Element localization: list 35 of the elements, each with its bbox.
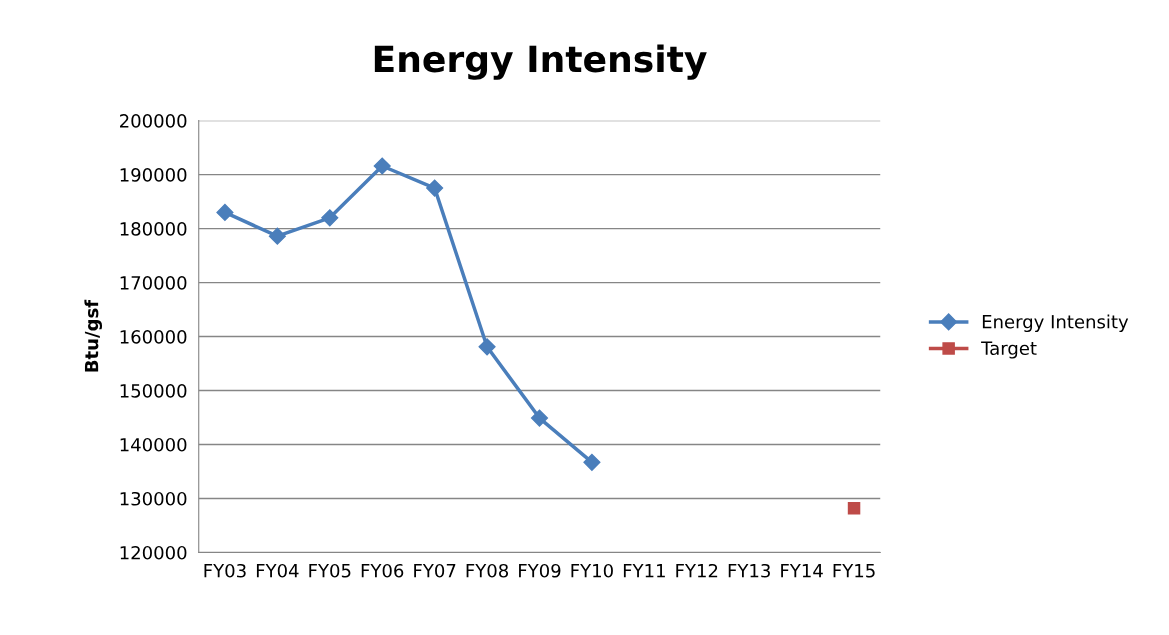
x-tick-label: FY10 xyxy=(571,563,613,578)
x-tick-label: FY14 xyxy=(781,564,823,578)
x-tick-label: FY08 xyxy=(466,563,509,578)
point xyxy=(426,179,444,197)
x-tick-label: FY15 xyxy=(833,564,875,578)
point xyxy=(478,338,496,356)
point xyxy=(583,453,601,471)
x-tick-label: FY04 xyxy=(256,563,299,578)
point xyxy=(373,157,391,175)
x-tick-label: FY09 xyxy=(519,563,561,578)
y-tick-label: 200000 xyxy=(120,114,187,128)
y-tick-label: 170000 xyxy=(120,276,187,290)
point xyxy=(216,203,234,221)
x-tick-label: FY05 xyxy=(309,563,351,578)
x-tick-label: FY12 xyxy=(676,563,718,578)
chart-title: Energy Intensity xyxy=(374,44,707,80)
point xyxy=(321,209,339,227)
x-tick-label: FY03 xyxy=(204,563,246,578)
y-tick-label: 130000 xyxy=(120,491,187,506)
y-tick-label: 150000 xyxy=(120,383,187,398)
y-tick-label: 120000 xyxy=(120,545,187,560)
y-tick-label: 140000 xyxy=(120,437,187,452)
point xyxy=(847,501,861,515)
y-axis-title: Btu/gsf xyxy=(84,299,103,372)
y-tick-label: 160000 xyxy=(120,330,187,344)
point xyxy=(268,227,286,245)
legend-label: Target xyxy=(981,341,1037,359)
point xyxy=(530,409,549,427)
x-tick-label: FY13 xyxy=(728,563,770,578)
x-tick-label: FY06 xyxy=(361,563,404,578)
y-tick-label: 190000 xyxy=(120,168,187,182)
x-tick-label: FY07 xyxy=(414,563,456,578)
y-tick-label: 180000 xyxy=(120,222,187,236)
legend-label: Energy Intensity xyxy=(982,314,1129,333)
x-tick-label: FY11 xyxy=(623,564,665,578)
